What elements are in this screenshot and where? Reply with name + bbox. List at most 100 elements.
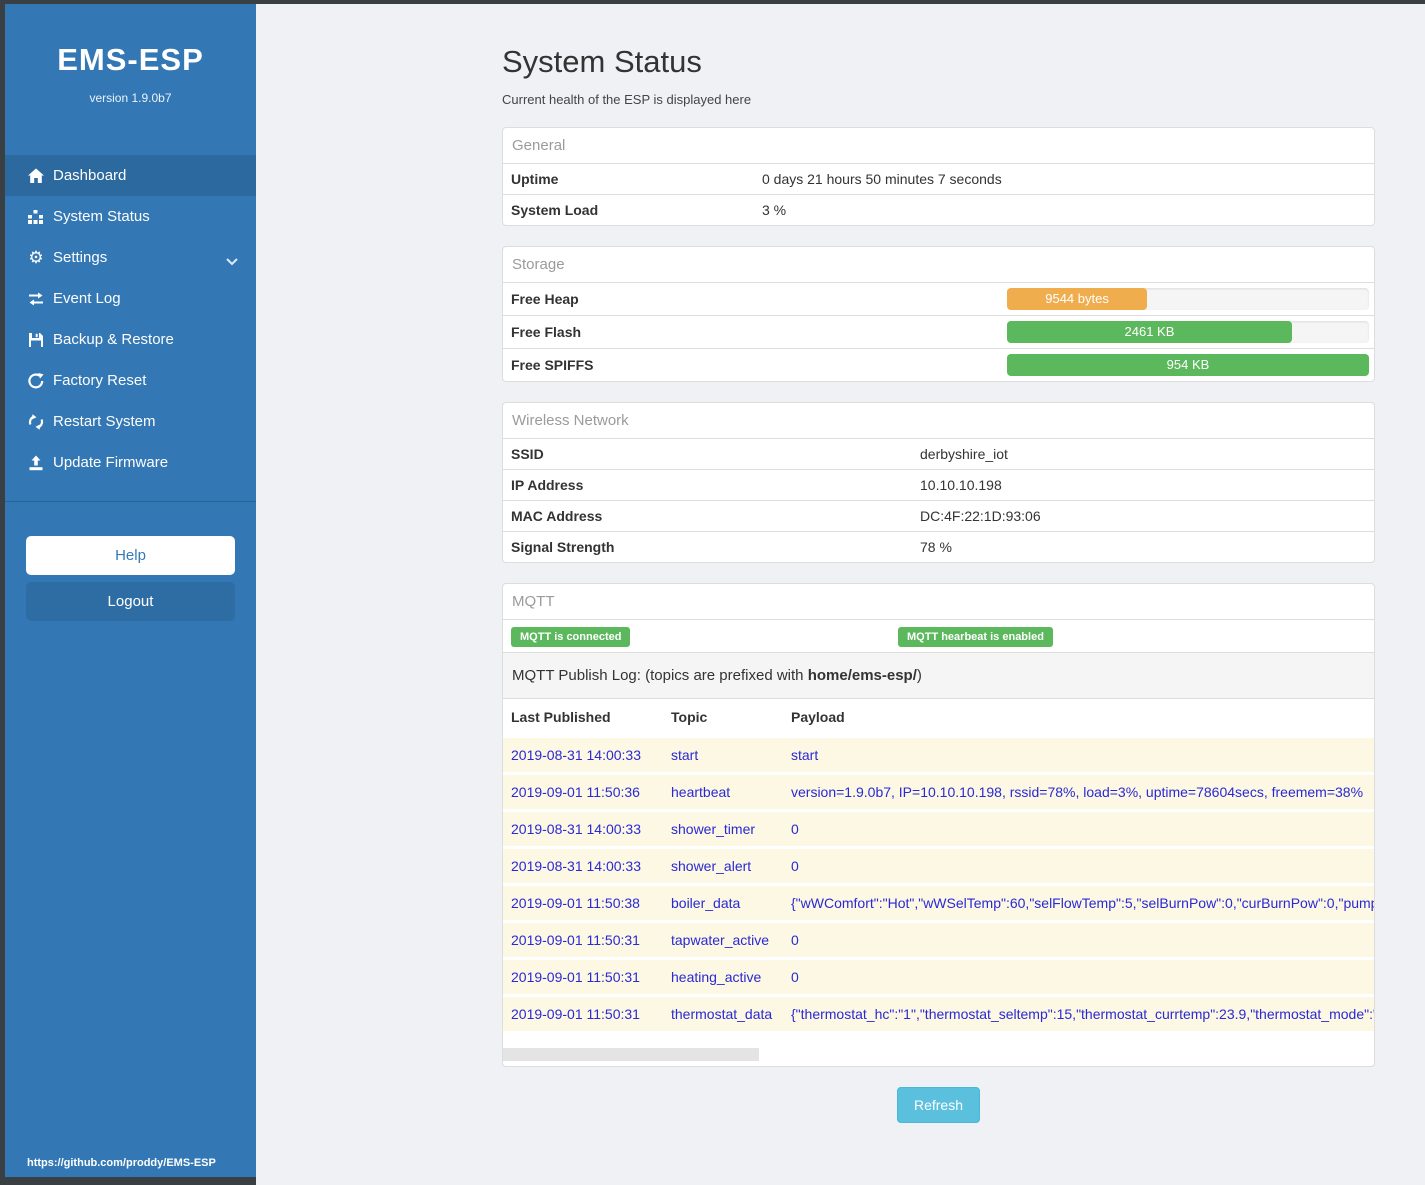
row-label: Free SPIFFS: [503, 348, 1007, 381]
sidebar-nav: Dashboard System Status ⚙ Settings Event…: [5, 155, 256, 483]
table-row: Signal Strength 78 %: [503, 531, 1374, 562]
reset-icon: [27, 372, 45, 390]
sidebar-item-settings[interactable]: ⚙ Settings: [5, 237, 256, 278]
column-header: Payload: [783, 698, 1374, 737]
row-value: derbyshire_iot: [912, 438, 1374, 470]
cell-last-published: 2019-08-31 14:00:33: [503, 846, 663, 885]
table-row: 2019-09-01 11:50:36 heartbeat version=1.…: [503, 772, 1374, 811]
row-value: 0 days 21 hours 50 minutes 7 seconds: [754, 163, 1374, 195]
row-label: IP Address: [503, 469, 912, 501]
panel-storage-title: Storage: [512, 256, 565, 273]
page-title: System Status: [502, 44, 702, 79]
row-label: Signal Strength: [503, 531, 912, 562]
home-icon: [27, 167, 45, 185]
cell-payload: 0: [783, 809, 1374, 848]
panel-wireless: Wireless Network SSID derbyshire_iot IP …: [502, 402, 1375, 563]
cell-topic: shower_alert: [663, 846, 783, 885]
cell-payload: 0: [783, 957, 1374, 996]
cell-topic: start: [663, 735, 783, 774]
table-row: SSID derbyshire_iot: [503, 438, 1374, 470]
row-label: Free Flash: [503, 315, 1007, 349]
github-footer-link[interactable]: https://github.com/proddy/EMS-ESP: [27, 1157, 216, 1169]
mqtt-connected-badge: MQTT is connected: [511, 627, 631, 647]
cell-topic: tapwater_active: [663, 920, 783, 959]
mqtt-publish-log-intro: MQTT Publish Log: (topics are prefixed w…: [503, 652, 1374, 698]
cell-topic: heartbeat: [663, 772, 783, 811]
table-row: IP Address 10.10.10.198: [503, 469, 1374, 501]
upload-icon: [27, 454, 45, 472]
app-version: version 1.9.0b7: [89, 91, 172, 105]
refresh-button[interactable]: Refresh: [896, 1087, 981, 1123]
gear-icon: ⚙: [28, 247, 44, 267]
panel-storage: Storage Free Heap 9544 bytes Free Flash …: [502, 246, 1375, 382]
free-spiffs-progress-bar: 954 KB: [1007, 354, 1369, 376]
free-heap-progress: 9544 bytes: [1007, 288, 1369, 310]
table-row: 2019-09-01 11:50:31 heating_active 0: [503, 957, 1374, 996]
row-value: DC:4F:22:1D:93:06: [912, 500, 1374, 532]
table-row: 2019-08-31 14:00:33 shower_alert 0: [503, 846, 1374, 885]
column-header: Last Published: [503, 698, 663, 737]
sidebar-item-label: System Status: [53, 208, 150, 225]
cell-last-published: 2019-08-31 14:00:33: [503, 735, 663, 774]
sidebar-item-label: Restart System: [53, 413, 156, 430]
table-row: 2019-08-31 14:00:33 start start: [503, 735, 1374, 774]
table-row: Free Flash 2461 KB: [503, 315, 1374, 349]
help-button[interactable]: Help: [26, 536, 235, 575]
cell-last-published: 2019-09-01 11:50:36: [503, 772, 663, 811]
panel-mqtt-title: MQTT: [512, 593, 555, 610]
mqtt-publish-log-table: Last Published Topic Payload 2019-08-31 …: [503, 698, 1374, 1031]
sidebar-item-label: Factory Reset: [53, 372, 147, 389]
sidebar-item-update-firmware[interactable]: Update Firmware: [5, 442, 256, 483]
free-flash-progress-bar: 2461 KB: [1007, 321, 1292, 343]
free-heap-progress-bar: 9544 bytes: [1007, 288, 1148, 310]
page-subtitle: Current health of the ESP is displayed h…: [502, 92, 752, 107]
logout-button[interactable]: Logout: [26, 582, 235, 621]
sidebar-item-label: Update Firmware: [53, 454, 169, 471]
sidebar-item-restart-system[interactable]: Restart System: [5, 401, 256, 442]
main-area: System Status Current health of the ESP …: [256, 4, 1425, 1185]
sidebar-item-label: Event Log: [53, 290, 121, 307]
table-row: 2019-09-01 11:50:31 thermostat_data {"th…: [503, 994, 1374, 1031]
chart-icon: [27, 208, 45, 226]
row-value: 10.10.10.198: [912, 469, 1374, 501]
cell-last-published: 2019-09-01 11:50:31: [503, 920, 663, 959]
table-row: Free SPIFFS 954 KB: [503, 348, 1374, 381]
table-row: MAC Address DC:4F:22:1D:93:06: [503, 500, 1374, 532]
sidebar-item-label: Backup & Restore: [53, 331, 174, 348]
sidebar-item-event-log[interactable]: Event Log: [5, 278, 256, 319]
sidebar-divider: [5, 501, 256, 502]
row-label: Free Heap: [503, 282, 1007, 316]
cell-payload: 0: [783, 920, 1374, 959]
panel-wireless-title: Wireless Network: [512, 412, 629, 429]
table-row: Uptime 0 days 21 hours 50 minutes 7 seco…: [503, 163, 1374, 195]
cell-last-published: 2019-09-01 11:50:31: [503, 994, 663, 1031]
sidebar-item-label: Settings: [53, 249, 108, 266]
cell-topic: heating_active: [663, 957, 783, 996]
mqtt-heartbeat-badge: MQTT hearbeat is enabled: [898, 627, 1053, 647]
sidebar-item-factory-reset[interactable]: Factory Reset: [5, 360, 256, 401]
brand: EMS-ESP version 1.9.0b7: [5, 4, 256, 155]
cell-last-published: 2019-09-01 11:50:31: [503, 957, 663, 996]
table-row: 2019-09-01 11:50:38 boiler_data {"wWComf…: [503, 883, 1374, 922]
sidebar-item-label: Dashboard: [53, 167, 127, 184]
horizontal-scrollbar[interactable]: [503, 1048, 1374, 1061]
scrollbar-thumb[interactable]: [503, 1048, 759, 1061]
cell-last-published: 2019-08-31 14:00:33: [503, 809, 663, 848]
panel-mqtt: MQTT MQTT is connected MQTT hearbeat is …: [502, 583, 1375, 1067]
cell-payload: 0: [783, 846, 1374, 885]
panel-general-title: General: [512, 137, 566, 154]
cell-topic: shower_timer: [663, 809, 783, 848]
sidebar-item-system-status[interactable]: System Status: [5, 196, 256, 237]
table-row: 2019-08-31 14:00:33 shower_timer 0: [503, 809, 1374, 848]
cell-payload: {"thermostat_hc":"1","thermostat_seltemp…: [783, 994, 1374, 1031]
panel-general: General Uptime 0 days 21 hours 50 minute…: [502, 127, 1375, 226]
mqtt-topic-prefix: home/ems-esp/: [807, 667, 917, 684]
sidebar-item-backup-restore[interactable]: Backup & Restore: [5, 319, 256, 360]
row-label: Uptime: [503, 163, 754, 195]
row-value: 3 %: [754, 194, 1374, 225]
sidebar: EMS-ESP version 1.9.0b7 Dashboard System…: [5, 4, 256, 1177]
free-flash-progress: 2461 KB: [1007, 321, 1369, 343]
cell-payload: {"wWComfort":"Hot","wWSelTemp":60,"selFl…: [783, 883, 1374, 922]
app-title: EMS-ESP: [57, 42, 204, 77]
sidebar-item-dashboard[interactable]: Dashboard: [5, 155, 256, 196]
